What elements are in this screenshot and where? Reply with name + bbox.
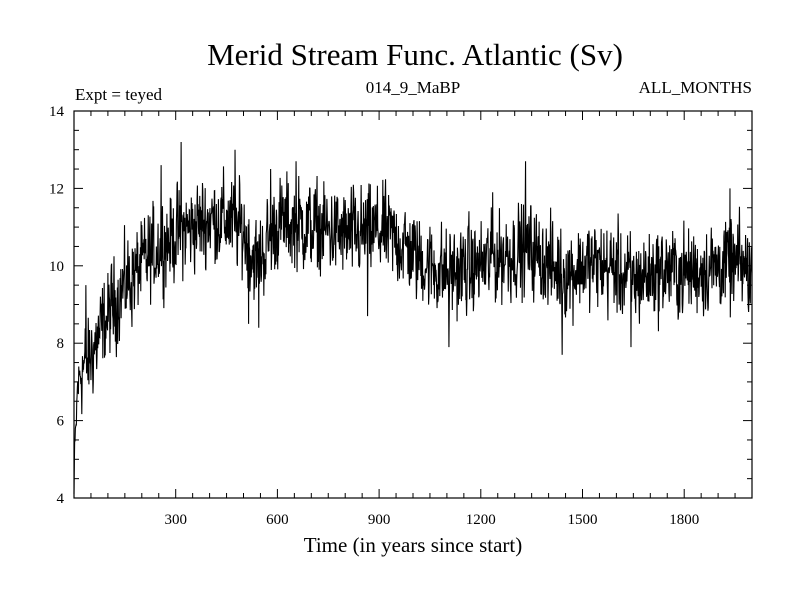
y-tick-label: 10: [49, 259, 64, 275]
x-axis-label: Time (in years since start): [304, 533, 523, 557]
x-tick-label: 1800: [669, 512, 699, 528]
y-tick-label: 4: [57, 491, 65, 507]
x-tick-label: 1500: [568, 512, 598, 528]
y-tick-label: 8: [57, 336, 65, 352]
y-tick-label: 6: [57, 414, 65, 430]
plot-frame: [73, 110, 753, 499]
tick-labels-layer: 300 600 900 1200 1500 1800 4 6 8 10 12 14: [49, 104, 699, 528]
experiment-label: Expt = teyed: [75, 85, 163, 104]
ticks-layer: [74, 111, 752, 498]
y-tick-label: 12: [49, 181, 64, 197]
x-tick-label: 600: [266, 512, 289, 528]
months-label: ALL_MONTHS: [639, 78, 752, 97]
run-id-label: 014_9_MaBP: [366, 78, 460, 97]
series-layer: [73, 141, 753, 495]
x-tick-label: 900: [368, 512, 391, 528]
y-tick-label: 14: [49, 104, 65, 120]
series-line: [73, 141, 753, 495]
x-tick-label: 1200: [466, 512, 496, 528]
chart-title: Merid Stream Func. Atlantic (Sv): [207, 37, 623, 72]
x-tick-label: 300: [164, 512, 187, 528]
